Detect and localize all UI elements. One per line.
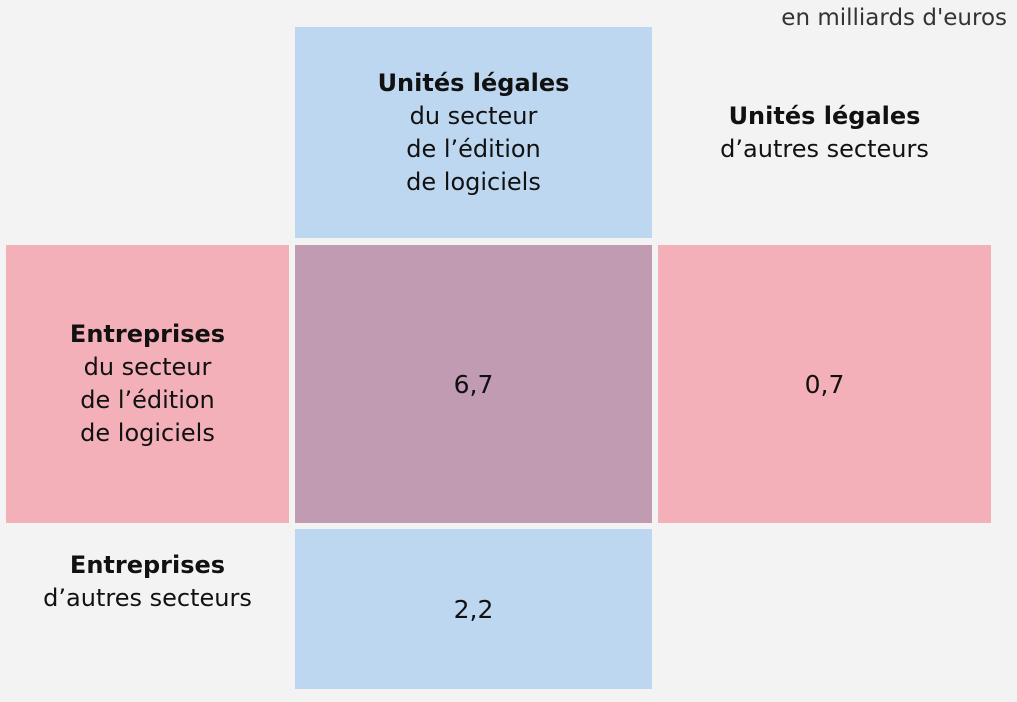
row-header-title: Entreprises [69, 320, 226, 348]
column-header-subtitle-line: de logiciels [406, 167, 541, 196]
row-header-subtitle-line: de l’édition [80, 386, 215, 414]
column-header-title: Unités légales [728, 101, 921, 130]
column-header-label: Unités légales d’autres secteurs [720, 100, 929, 166]
row-header-other-enterprises: Entreprises d’autres secteurs [6, 529, 289, 689]
value-cell-software-software: 6,7 [295, 245, 652, 523]
column-header-software-legal-units: Unités légales du secteur de l’édition d… [295, 27, 652, 238]
row-header-software-enterprises: Entreprises du secteur de l’édition de l… [6, 245, 289, 523]
column-header-subtitle-line: de l’édition [406, 134, 541, 163]
row-header-title: Entreprises [69, 551, 226, 579]
value-cell-software-enterprises-other-units: 0,7 [658, 245, 991, 523]
column-header-title: Unités légales [377, 68, 570, 97]
row-header-subtitle-line: de logiciels [80, 419, 215, 447]
unit-note: en milliards d'euros [781, 5, 1007, 31]
column-header-subtitle-line: du secteur [409, 101, 538, 130]
column-header-other-legal-units: Unités légales d’autres secteurs [658, 27, 991, 238]
value-label: 2,2 [453, 594, 494, 624]
column-header-subtitle-line: d’autres secteurs [720, 134, 929, 163]
row-header-label: Entreprises du secteur de l’édition de l… [70, 318, 225, 450]
row-header-subtitle-line: d’autres secteurs [43, 584, 252, 612]
row-header-label: Entreprises d’autres secteurs [43, 549, 252, 615]
row-header-subtitle-line: du secteur [83, 353, 212, 381]
column-header-label: Unités légales du secteur de l’édition d… [378, 67, 570, 199]
value-label: 0,7 [804, 369, 845, 399]
value-label: 6,7 [453, 369, 494, 399]
value-cell-other-enterprises-software-units: 2,2 [295, 529, 652, 689]
